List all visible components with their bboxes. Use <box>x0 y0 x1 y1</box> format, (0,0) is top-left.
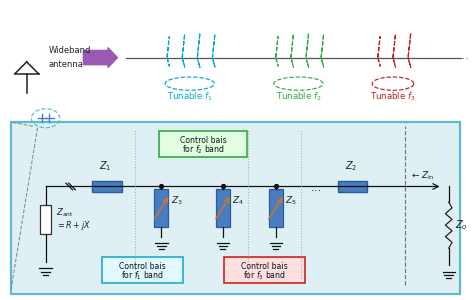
Text: for $f_2$ band: for $f_2$ band <box>182 143 224 156</box>
Bar <box>269 189 283 227</box>
Text: Tunable $f_3$: Tunable $f_3$ <box>370 90 416 103</box>
Text: Control bais: Control bais <box>241 262 288 271</box>
Text: ...: ... <box>311 181 322 194</box>
Text: $= R + jX$: $= R + jX$ <box>56 219 91 232</box>
FancyArrow shape <box>83 48 118 68</box>
Bar <box>40 206 51 234</box>
Bar <box>155 189 168 227</box>
Text: Control bais: Control bais <box>119 262 166 271</box>
Text: Tunable $f_1$: Tunable $f_1$ <box>167 90 213 103</box>
Bar <box>224 257 305 283</box>
Text: Wideband: Wideband <box>49 46 91 55</box>
Text: for $f_3$ band: for $f_3$ band <box>243 269 286 282</box>
Bar <box>216 189 230 227</box>
Text: for $f_1$ band: for $f_1$ band <box>121 269 164 282</box>
Text: $\leftarrow Z_{\rm in}$: $\leftarrow Z_{\rm in}$ <box>410 170 434 182</box>
Bar <box>92 181 122 192</box>
Text: $Z_3$: $Z_3$ <box>171 194 182 207</box>
Text: $Z_4$: $Z_4$ <box>232 194 244 207</box>
Text: $Z_5$: $Z_5$ <box>285 194 297 207</box>
Text: ...: ... <box>459 51 470 61</box>
Bar <box>159 130 246 157</box>
Text: $Z_2$: $Z_2$ <box>345 159 357 173</box>
Text: Control bais: Control bais <box>180 136 227 145</box>
Text: $Z_o$: $Z_o$ <box>456 218 468 232</box>
Bar <box>338 181 367 192</box>
Text: $Z_1$: $Z_1$ <box>99 159 111 173</box>
Text: $Z_{\rm ant}$: $Z_{\rm ant}$ <box>56 207 74 219</box>
Bar <box>11 122 460 294</box>
Text: Tunable $f_2$: Tunable $f_2$ <box>275 90 321 103</box>
Text: antenna: antenna <box>49 60 84 69</box>
Bar <box>102 257 183 283</box>
